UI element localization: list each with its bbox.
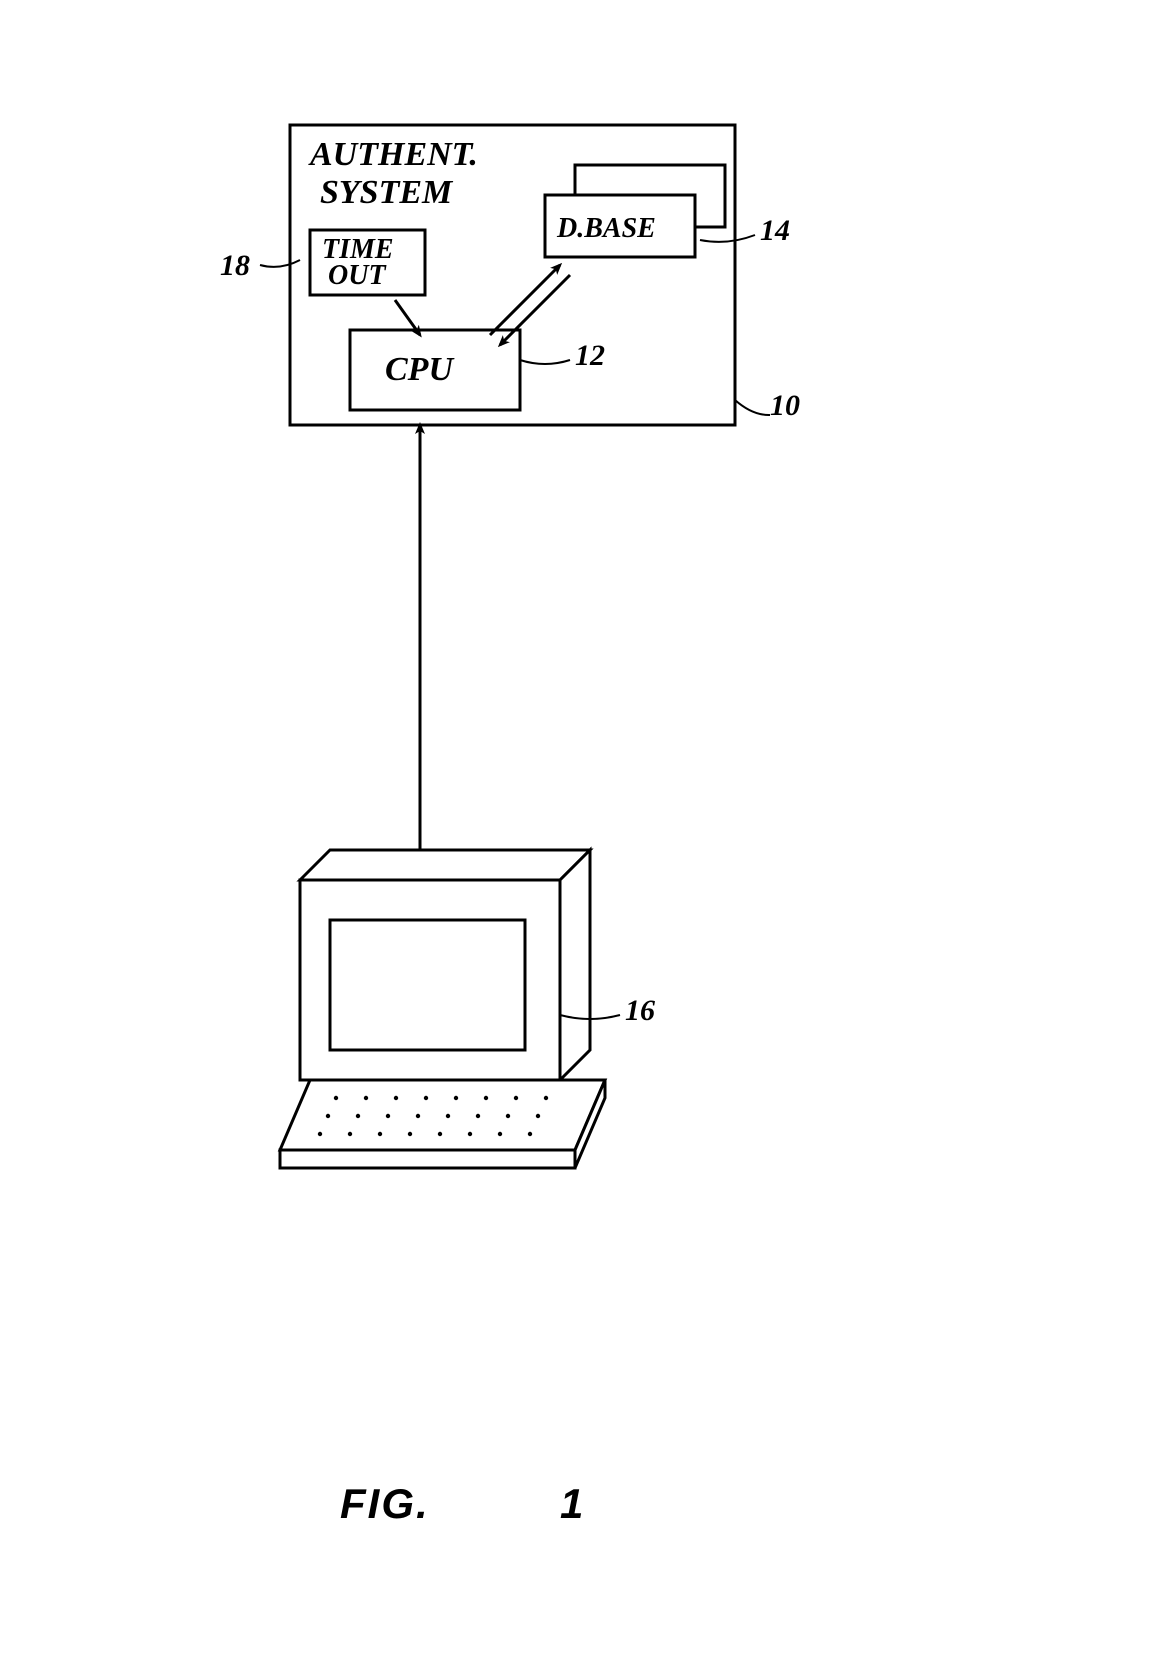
ref-16: 16 <box>625 994 655 1027</box>
terminal-icon <box>280 850 605 1168</box>
ref-10: 10 <box>770 389 800 422</box>
ref-14: 14 <box>760 214 790 247</box>
arrow-cpu-db-1 <box>490 265 560 335</box>
figure-caption-fig: FIG. <box>340 1480 430 1528</box>
cpu-label: CPU <box>385 351 455 388</box>
arrow-cpu-db-2 <box>500 275 570 345</box>
database-label: D.BASE <box>556 213 656 244</box>
figure-caption-num: 1 <box>560 1480 585 1528</box>
timeout-label-line2: OUT <box>328 260 387 291</box>
ref-18: 18 <box>220 249 250 282</box>
system-title-line2: SYSTEM <box>320 174 454 211</box>
diagram-canvas: AUTHENT. SYSTEM TIME OUT CPU D.BASE 10 1… <box>0 0 1175 1676</box>
ref-12: 12 <box>575 339 605 372</box>
system-title-line1: AUTHENT. <box>308 136 478 173</box>
